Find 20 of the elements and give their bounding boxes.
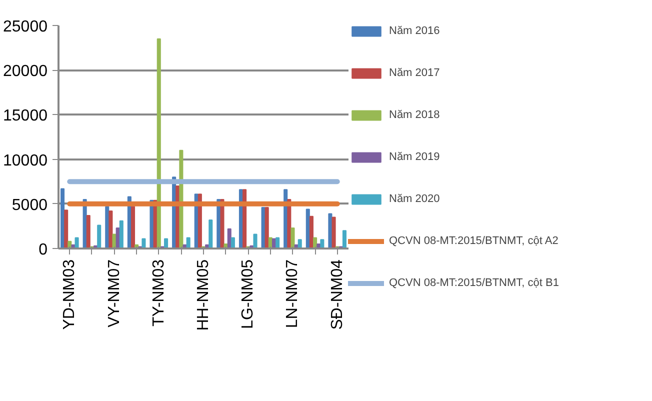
legend-label: Năm 2017 [389,67,440,79]
x-tick-label: SĐ-NM04 [328,259,346,330]
legend-label: QCVN 08-MT:2015/BTNMT, cột B1 [389,277,559,289]
legend-label: Năm 2016 [389,25,440,37]
y-tick-label: 20000 [3,63,48,80]
y-tick-label: 0 [38,242,48,258]
x-tick-label: YD-NM03 [61,259,78,330]
legend-label: Năm 2020 [389,193,440,205]
y-tick-label: 5000 [12,196,48,214]
legend-label: Năm 2018 [389,109,440,121]
x-tick-label: LG-NM05 [240,259,257,329]
x-tick-label: VY-NM07 [106,259,123,328]
legend-label: Năm 2019 [389,151,440,163]
y-tick-label: 25000 [3,18,48,36]
x-tick-label: TY-NM03 [150,259,168,326]
y-tick-label: 15000 [3,108,48,125]
x-tick-label: HH-NM05 [195,259,212,331]
y-tick-label: 10000 [3,152,48,170]
x-tick-label: LN-NM07 [284,259,302,328]
legend-label: QCVN 08-MT:2015/BTNMT, cột A2 [389,235,558,247]
